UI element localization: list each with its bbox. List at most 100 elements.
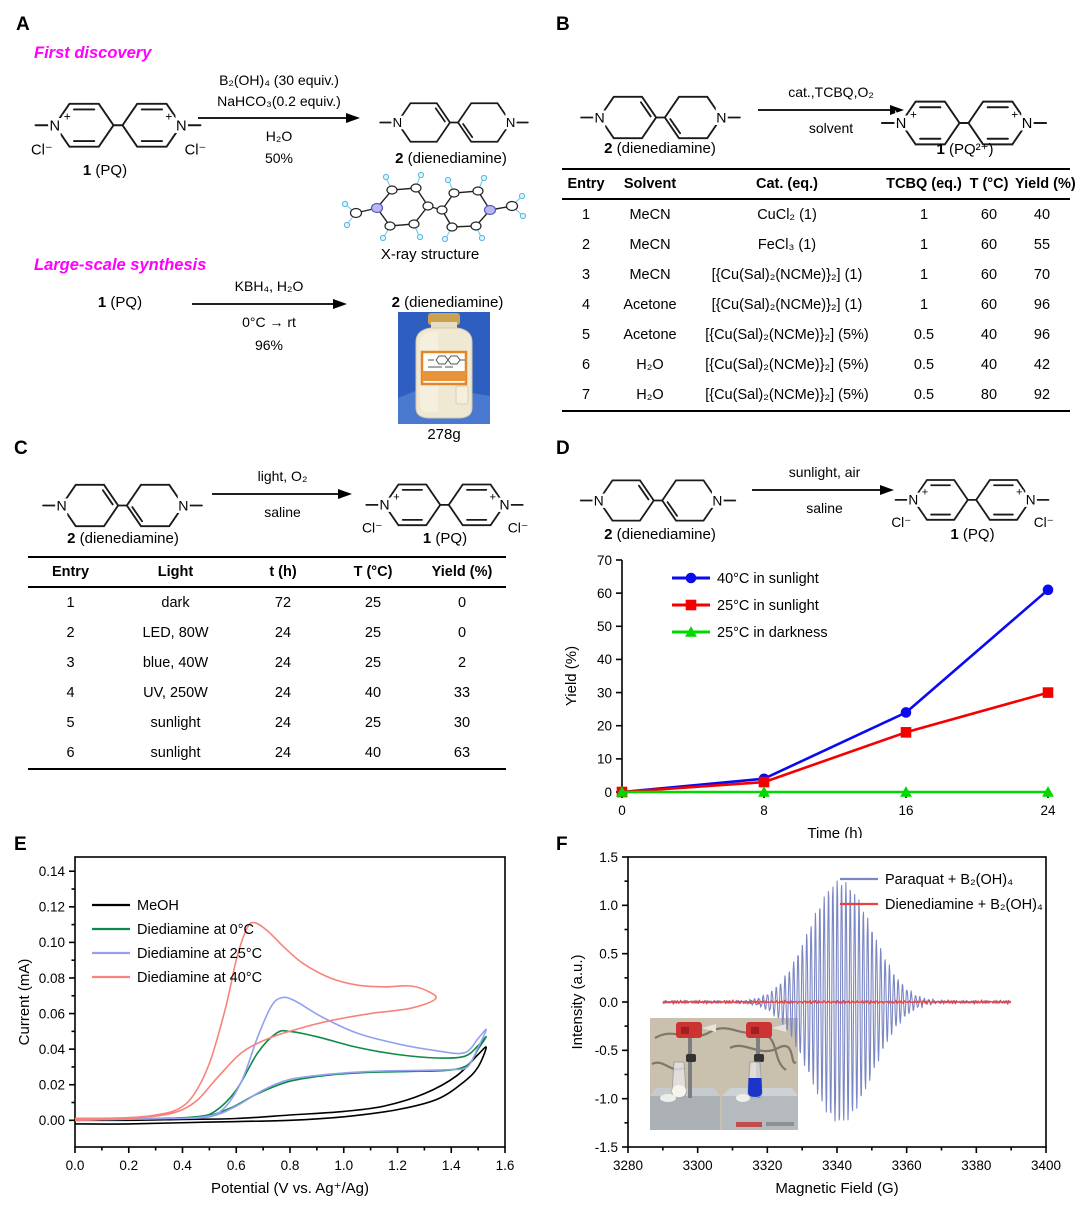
series-line xyxy=(74,921,437,1122)
cell: 92 xyxy=(1033,387,1051,403)
cell: [{Cu(Sal)₂(NCMe)}₂] (1) xyxy=(711,267,863,283)
table-oxidation-screen: Entry Solvent Cat. (eq.) TCBQ (eq.) T (°C) Yi… xyxy=(562,168,1076,412)
cell: blue, 40W xyxy=(142,655,209,671)
charge-plus: + xyxy=(490,492,497,504)
column-header: Solvent xyxy=(610,169,690,200)
x-tick-label: 3360 xyxy=(892,1158,922,1173)
table-row: 3 MeCN [{Cu(Sal)₂(NCMe)}₂] (1) 1 60 70 xyxy=(562,260,1070,290)
atom-n: N xyxy=(1026,493,1036,508)
atom-n: N xyxy=(594,109,604,125)
compound-name: (dienediamine) xyxy=(75,530,179,547)
xray-structure-image xyxy=(341,171,527,243)
table-row: 6 sunlight 24 40 63 xyxy=(28,738,506,769)
cell: H₂O xyxy=(636,387,664,403)
bottle-photo xyxy=(398,312,490,424)
y-axis-label: Current (mA) xyxy=(16,959,33,1046)
cell: 6 xyxy=(581,357,591,373)
y-tick-label: -0.5 xyxy=(595,1043,618,1058)
compound-name: (dienediamine) xyxy=(612,140,716,157)
y-tick-label: 0.00 xyxy=(39,1113,65,1128)
legend-label: Diediamine at 40°C xyxy=(137,970,262,986)
panel-label-e: E xyxy=(14,834,27,855)
rxn-condition: saline xyxy=(264,504,301,520)
legend-label: Diediamine at 25°C xyxy=(137,946,262,962)
compound-number: 2 xyxy=(67,530,76,547)
inset-photo-epr-experiment xyxy=(650,1018,798,1130)
compound-label-2-dienediamine: 2 (dienediamine) xyxy=(362,150,540,167)
legend-label: Dienediamine + B₂(OH)₄ xyxy=(885,897,1043,913)
y-tick-label: 60 xyxy=(597,586,612,601)
cell: 2 xyxy=(66,625,75,641)
cell: [{Cu(Sal)₂(NCMe)}₂] (5%) xyxy=(705,327,869,343)
cell: 1 xyxy=(919,267,929,283)
x-tick-label: 1.0 xyxy=(334,1158,353,1173)
cell: 0.5 xyxy=(913,327,935,343)
legend-label: 25°C in sunlight xyxy=(717,598,819,614)
dienediamine-structure: N N xyxy=(580,95,741,140)
y-tick-label: 50 xyxy=(597,619,612,634)
cell: 60 xyxy=(980,267,998,283)
data-marker xyxy=(900,707,912,718)
charge-plus: + xyxy=(922,487,928,499)
legend-label: Paraquat + B₂(OH)₄ xyxy=(885,872,1013,888)
series-line xyxy=(74,1029,487,1122)
cell: 40 xyxy=(364,745,382,761)
compound-label-2-dienediamine: 2 (dienediamine) xyxy=(28,530,218,547)
cell: 1 xyxy=(581,207,591,223)
x-tick-label: 8 xyxy=(760,803,768,818)
epr-spectrum-chart: 3280 3300 3320 3340 3360 3380 3400 -1.5 -1.0 -0.5… xyxy=(569,850,1061,1197)
table-row: 6 H₂O [{Cu(Sal)₂(NCMe)}₂] (5%) 0.5 40 42 xyxy=(562,350,1070,380)
paraquat-structure: N + N + Cl⁻ Cl⁻ xyxy=(31,102,207,159)
compound-number: 1 xyxy=(82,162,92,179)
charge-plus: + xyxy=(1011,108,1018,122)
y-tick-label: -1.5 xyxy=(595,1140,618,1155)
legend-label: 40°C in sunlight xyxy=(717,571,819,587)
column-header: Light xyxy=(113,557,238,588)
cell: [{Cu(Sal)₂(NCMe)}₂] (5%) xyxy=(705,357,869,373)
table-row: 3 blue, 40W 24 25 2 xyxy=(28,648,506,678)
cell: 70 xyxy=(1033,267,1051,283)
cell: 40 xyxy=(980,357,998,373)
cell: 60 xyxy=(980,207,998,223)
rxn-condition: H₂O xyxy=(265,128,293,144)
column-header: Entry xyxy=(28,557,113,588)
cell: 25 xyxy=(364,715,382,731)
atom-n: N xyxy=(56,497,66,513)
bottle-mass: 278g xyxy=(427,426,461,443)
label-orange-band xyxy=(422,371,466,381)
y-tick-label: 30 xyxy=(597,685,612,700)
paraquat-structure: N + N + Cl⁻ Cl⁻ xyxy=(362,483,528,536)
compound-number: 2 xyxy=(391,294,400,311)
x-tick-label: 1.2 xyxy=(388,1158,407,1173)
cell: [{Cu(Sal)₂(NCMe)}₂] (5%) xyxy=(705,387,869,403)
y-tick-label: 0 xyxy=(604,785,612,800)
charge-plus: + xyxy=(1016,487,1022,499)
compound-label-1-pq: 1 (PQ) xyxy=(60,294,180,311)
atom-n: N xyxy=(176,118,187,134)
chloride-label: Cl⁻ xyxy=(31,143,53,159)
x-tick-label: 0.6 xyxy=(227,1158,246,1173)
atom-n: N xyxy=(716,109,726,125)
cell: MeCN xyxy=(629,207,671,223)
table-row: 1 dark 72 25 0 xyxy=(28,587,506,618)
x-tick-label: 16 xyxy=(898,803,913,818)
compound-label-2-dienediamine: 2 (dienediamine) xyxy=(565,140,755,157)
paraquat-structure: N + N + Cl⁻ Cl⁻ xyxy=(891,479,1054,530)
column-header: Cat. (eq.) xyxy=(690,169,884,200)
x-tick-label: 1.4 xyxy=(442,1158,461,1173)
chloride-label: Cl⁻ xyxy=(185,143,207,159)
cell: 5 xyxy=(581,327,591,343)
cell: 5 xyxy=(66,715,75,731)
rxn-condition: saline xyxy=(806,500,843,516)
panel-label-a: A xyxy=(16,14,30,35)
cell: 3 xyxy=(66,655,75,671)
column-header: T (°C) xyxy=(964,169,1014,200)
x-tick-label: 0.4 xyxy=(173,1158,192,1173)
compound-name: (PQ) xyxy=(106,294,143,311)
heading-large-scale: Large-scale synthesis xyxy=(34,256,207,274)
y-tick-label: 1.0 xyxy=(599,898,618,913)
data-marker xyxy=(1042,584,1054,596)
cell: 60 xyxy=(980,237,998,253)
cell: dark xyxy=(161,595,190,611)
